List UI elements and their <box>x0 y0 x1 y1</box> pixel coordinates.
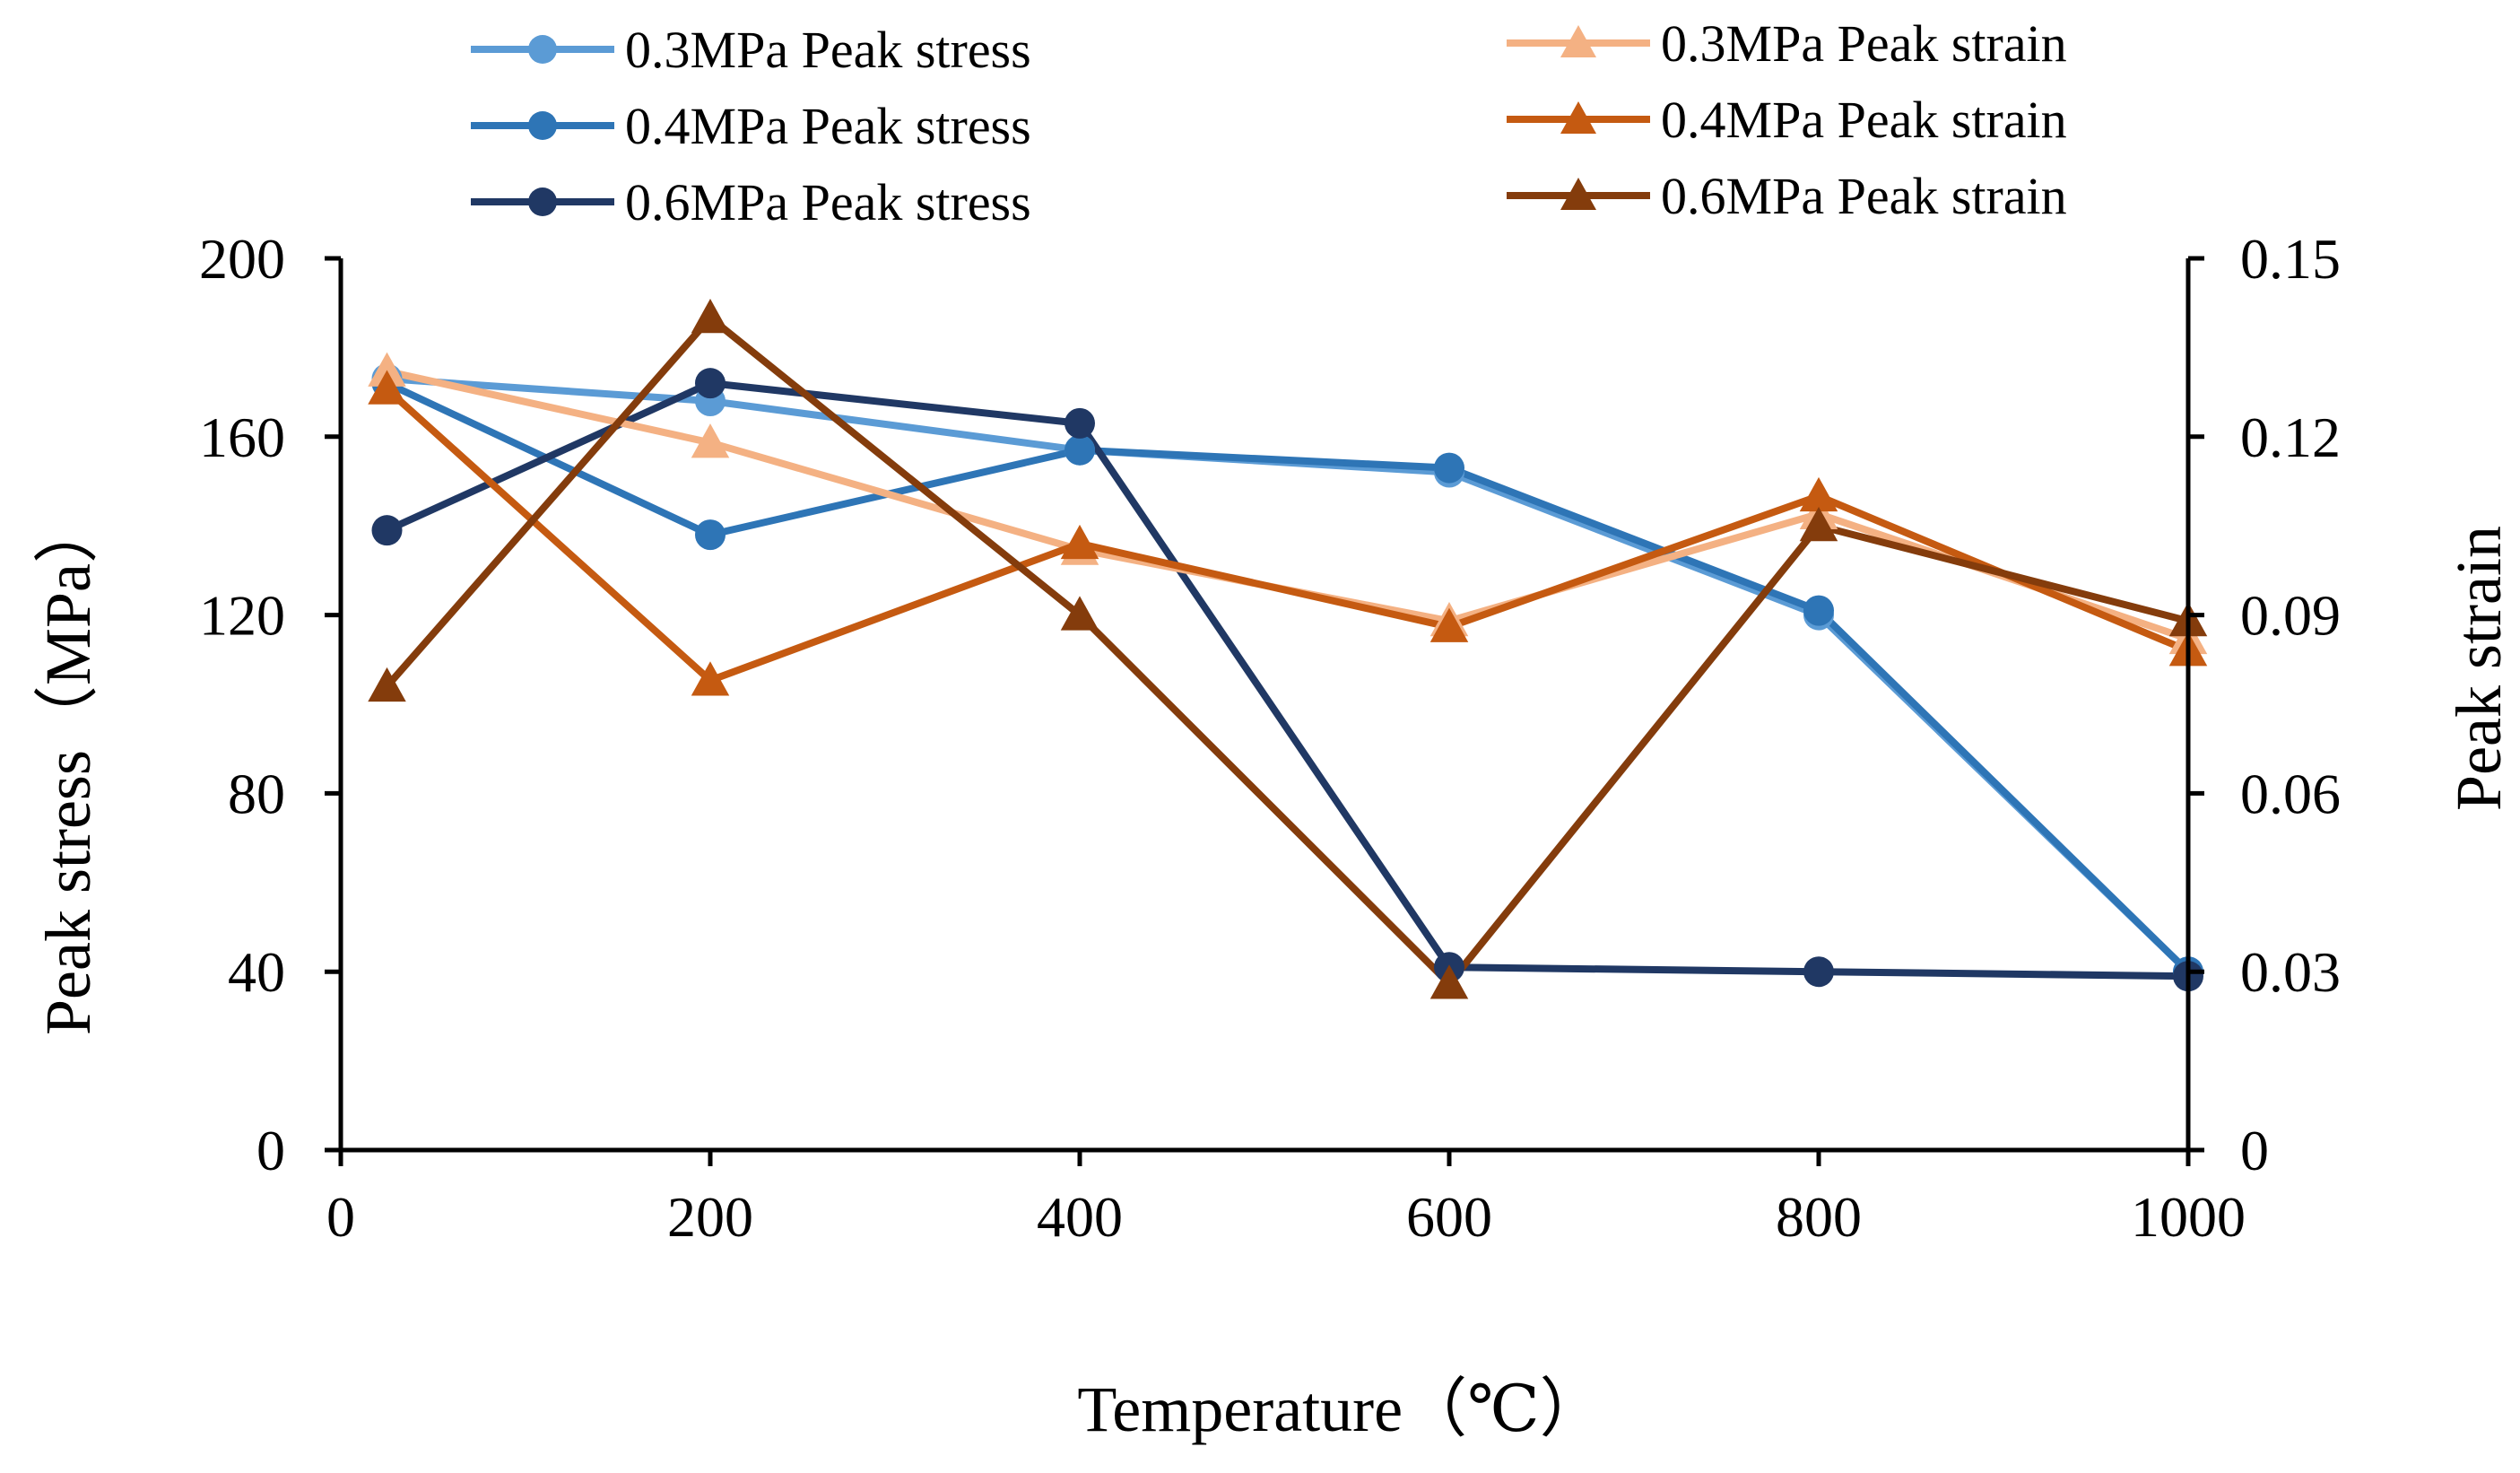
data-point <box>1429 964 1469 999</box>
y2-tick-label: 0 <box>2240 1119 2269 1182</box>
x-tick-label: 0 <box>326 1185 355 1249</box>
data-point <box>695 519 726 551</box>
data-point <box>368 370 406 405</box>
data-point <box>1799 506 1838 542</box>
data-point <box>1803 595 1834 626</box>
y-tick-label: 120 <box>199 584 285 648</box>
data-point <box>691 423 730 458</box>
x-tick-label: 1000 <box>2131 1185 2246 1249</box>
x-axis-title: Temperature（℃） <box>1077 1373 1603 1445</box>
y2-tick-label: 0.06 <box>2240 762 2341 825</box>
series-lines <box>384 314 2191 988</box>
series-line-1 <box>387 375 2191 975</box>
data-point <box>1060 596 1099 631</box>
series-line-2 <box>385 379 2191 975</box>
data-point <box>695 368 726 399</box>
data-point <box>1060 524 1099 560</box>
data-point <box>1429 607 1469 642</box>
legend-swatch-marker <box>528 187 557 216</box>
legend-label: 0.3MPa Peak stress <box>625 21 1031 79</box>
data-point <box>1799 476 1838 512</box>
legend: 0.3MPa Peak stress 0.4MPa Peak stress 0.6M… <box>471 14 2067 231</box>
series-line-5 <box>384 386 2190 684</box>
y-tick-label: 160 <box>199 405 285 469</box>
data-point <box>691 299 730 334</box>
legend-label: 0.3MPa Peak strain <box>1661 14 2067 73</box>
tick-labels: 0 40 80 120 160 200 0 0.03 0.06 0.09 0.12 0.15 0 200 4… <box>199 227 2341 1249</box>
legend-swatch-marker <box>1560 101 1596 134</box>
legend-label: 0.4MPa Peak strain <box>1661 91 2067 149</box>
y2-axis-title: Peak strain <box>2443 526 2515 811</box>
legend-label: 0.6MPa Peak strain <box>1661 167 2067 225</box>
legend-entry: 0.6MPa Peak strain <box>1507 167 2067 225</box>
data-point <box>1803 956 1834 988</box>
data-point <box>368 667 406 702</box>
legend-entry: 0.6MPa Peak stress <box>471 173 1031 231</box>
x-tick-label: 600 <box>1406 1185 1492 1249</box>
y-tick-label: 40 <box>228 940 285 1004</box>
legend-swatch-marker <box>528 35 557 64</box>
y-tick-label: 0 <box>256 1119 285 1182</box>
y-tick-label: 80 <box>228 762 285 825</box>
series-line-6 <box>384 314 2189 988</box>
y-axis-title: Peak stress（MPa） <box>32 499 104 1035</box>
data-point <box>1064 407 1095 439</box>
data-point <box>691 661 730 696</box>
legend-entry: 0.4MPa Peak strain <box>1507 91 2067 149</box>
legend-swatch-marker <box>528 111 557 140</box>
legend-entry: 0.3MPa Peak strain <box>1507 14 2067 73</box>
legend-entry: 0.4MPa Peak stress <box>471 97 1031 155</box>
y2-tick-label: 0.15 <box>2240 227 2341 291</box>
y2-tick-label: 0.12 <box>2240 405 2341 469</box>
x-tick-label: 800 <box>1776 1185 1862 1249</box>
legend-label: 0.4MPa Peak stress <box>625 97 1031 155</box>
legend-entry: 0.3MPa Peak stress <box>471 21 1031 79</box>
legend-swatch-marker <box>1560 25 1596 57</box>
data-point <box>371 515 403 546</box>
axes <box>325 256 2204 1166</box>
legend-label: 0.6MPa Peak stress <box>625 173 1031 231</box>
series-line-4 <box>386 368 2190 642</box>
x-tick-label: 200 <box>667 1185 753 1249</box>
y-tick-label: 200 <box>199 227 285 291</box>
y2-tick-label: 0.09 <box>2240 584 2341 648</box>
x-tick-label: 400 <box>1037 1185 1123 1249</box>
series-markers <box>368 299 2208 999</box>
data-point <box>368 352 406 387</box>
series-line-3 <box>385 379 2189 981</box>
data-point <box>1434 452 1464 484</box>
y2-tick-label: 0.03 <box>2240 940 2341 1004</box>
legend-swatch-marker <box>1560 178 1596 210</box>
data-point <box>1064 434 1095 466</box>
